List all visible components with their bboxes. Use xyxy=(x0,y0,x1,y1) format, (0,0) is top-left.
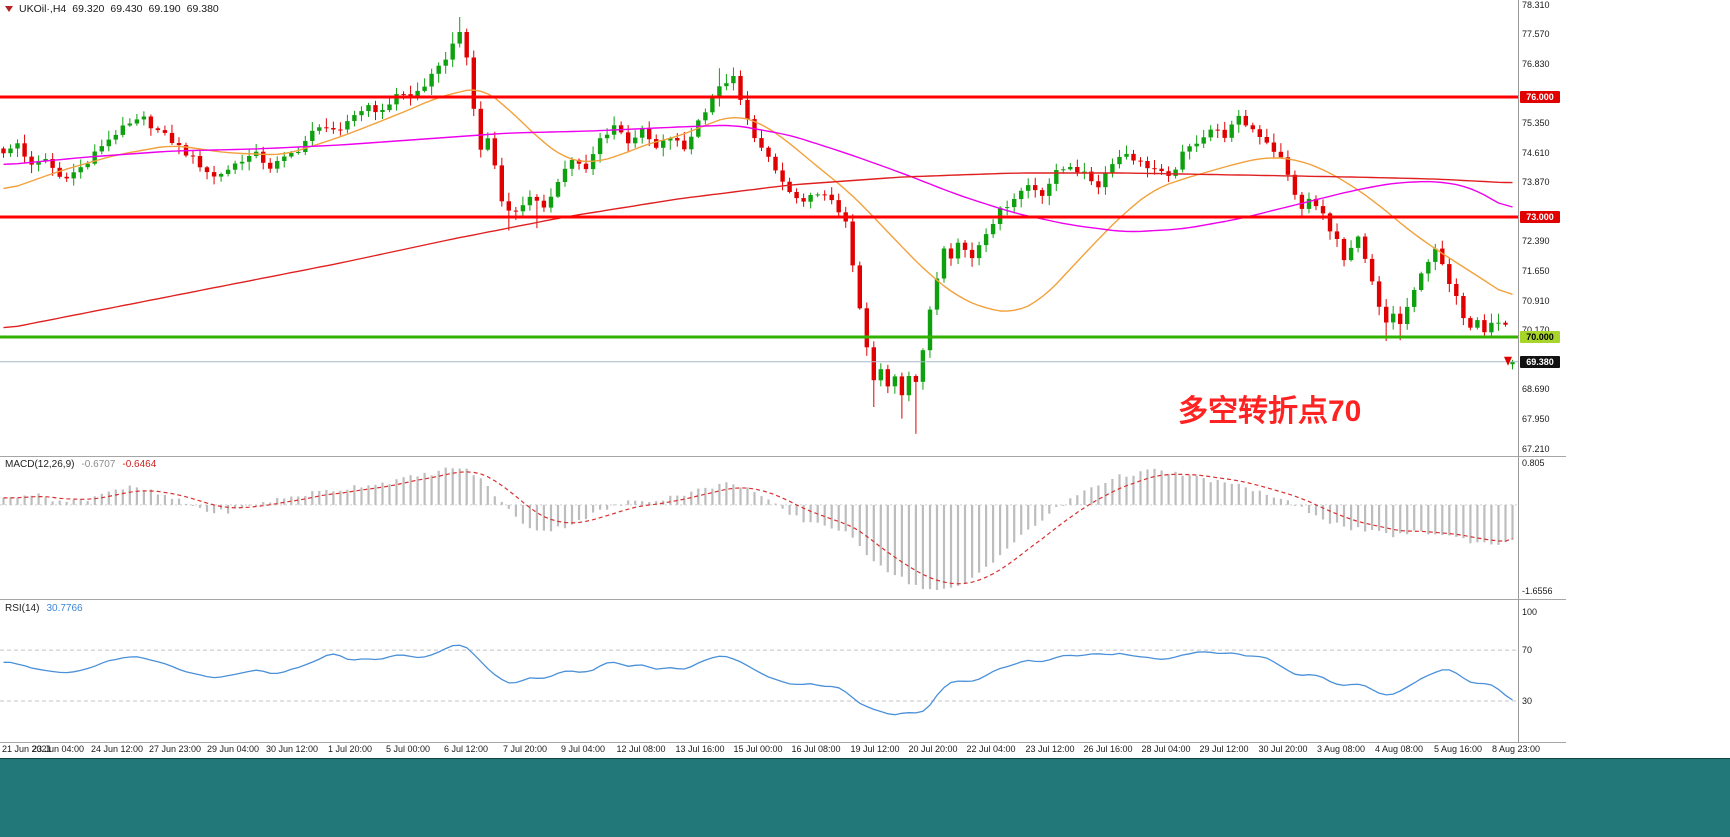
time-axis-label: 20 Jul 20:00 xyxy=(908,744,958,754)
ohlc-high: 69.430 xyxy=(110,3,143,15)
time-axis-label: 19 Jul 12:00 xyxy=(850,744,900,754)
rsi-indicator-label: RSI(14) 30.7766 xyxy=(5,603,83,614)
time-axis-label: 27 Jun 23:00 xyxy=(148,744,202,754)
time-axis-label: 21 Jun 2021 xyxy=(2,744,52,754)
time-axis-label: 5 Jul 00:00 xyxy=(385,744,431,754)
ohlc-open: 69.320 xyxy=(72,3,105,15)
ma-mid-line xyxy=(3,124,1513,233)
macd-histogram xyxy=(0,467,1518,590)
price-axis-label: 72.390 xyxy=(1522,236,1550,247)
rsi-line xyxy=(3,644,1513,716)
time-axis-label: 29 Jun 04:00 xyxy=(206,744,260,754)
time-axis-label: 13 Jul 16:00 xyxy=(675,744,725,754)
price-axis-label: 75.350 xyxy=(1522,118,1550,128)
time-axis-label: 30 Jul 20:00 xyxy=(1258,744,1308,754)
time-axis-label: 23 Jul 12:00 xyxy=(1025,744,1075,754)
chart-title: UKOil·,H4 69.320 69.430 69.190 69.380 xyxy=(5,3,219,15)
ohlc-low: 69.190 xyxy=(148,3,181,15)
ohlc-close: 69.380 xyxy=(186,3,219,15)
price-axis-label: 78.310 xyxy=(1522,0,1550,10)
macd-signal-value: -0.6464 xyxy=(122,459,157,470)
current-price-badge: 69.380 xyxy=(1520,356,1560,368)
time-axis-label: 24 Jun 12:00 xyxy=(90,744,144,754)
price-axis-label: 71.650 xyxy=(1522,266,1550,276)
rsi-axis-label: 100 xyxy=(1522,607,1538,617)
chart-canvas[interactable] xyxy=(0,0,1730,758)
symbol-triangle-icon xyxy=(5,6,13,12)
time-axis[interactable]: 21 Jun 2021 23 Jun 04:00 24 Jun 12:00 27 Ju… xyxy=(0,743,1730,758)
hline-price-badge: 70.000 xyxy=(1520,331,1560,343)
time-axis-label: 5 Aug 16:00 xyxy=(1433,744,1483,754)
price-arrow-icon xyxy=(1504,356,1512,366)
time-axis-label: 6 Jul 12:00 xyxy=(443,744,489,754)
macd-axis-label: 0.805 xyxy=(1522,458,1545,468)
time-axis-label: 26 Jul 16:00 xyxy=(1083,744,1133,754)
rsi-value: 30.7766 xyxy=(46,603,83,614)
symbol-label: UKOil·,H4 xyxy=(19,3,67,15)
price-axis-label: 67.210 xyxy=(1522,443,1550,454)
hline-price-badge: 76.000 xyxy=(1520,91,1560,103)
time-axis-label: 28 Jul 04:00 xyxy=(1141,744,1191,754)
bottom-strip xyxy=(0,758,1730,837)
time-axis-label: 3 Aug 08:00 xyxy=(1316,744,1366,754)
time-axis-label: 16 Jul 08:00 xyxy=(791,744,841,754)
price-axis-label: 70.910 xyxy=(1522,295,1550,306)
macd-value: -0.6707 xyxy=(81,459,116,470)
time-axis-label: 4 Aug 08:00 xyxy=(1374,744,1424,754)
candlestick-series xyxy=(1,17,1515,434)
macd-name: MACD(12,26,9) xyxy=(5,459,75,470)
price-axis-label: 76.830 xyxy=(1522,58,1550,69)
price-axis-label: 73.870 xyxy=(1522,177,1550,188)
time-axis-label: 12 Jul 08:00 xyxy=(616,744,666,754)
time-axis-label: 22 Jul 04:00 xyxy=(966,744,1016,754)
hline-price-badge: 73.000 xyxy=(1520,211,1560,223)
price-axis-label: 68.690 xyxy=(1522,384,1550,395)
price-axis-label: 70.170 xyxy=(1522,325,1550,335)
time-axis-label: 30 Jun 12:00 xyxy=(265,744,319,754)
rsi-name: RSI(14) xyxy=(5,603,40,614)
annotation-text: 多空转折点70 xyxy=(1178,395,1362,428)
time-axis-label: 15 Jul 00:00 xyxy=(733,744,783,754)
macd-signal-line xyxy=(3,471,1513,585)
rsi-axis-label: 70 xyxy=(1522,645,1533,656)
time-axis-label: 8 Aug 23:00 xyxy=(1491,744,1541,754)
time-axis-label: 1 Jul 20:00 xyxy=(327,744,373,754)
rsi-axis-label: 30 xyxy=(1522,695,1533,706)
ma-fast-line xyxy=(3,89,1513,312)
time-axis-label: 29 Jul 12:00 xyxy=(1199,744,1249,754)
macd-axis-label: -1.6556 xyxy=(1522,585,1553,596)
time-axis-label: 9 Jul 04:00 xyxy=(560,744,606,754)
rsi-panel-group xyxy=(0,644,1518,716)
time-axis-label: 23 Jun 04:00 xyxy=(31,744,85,754)
time-axis-label: 7 Jul 20:00 xyxy=(502,744,548,754)
price-axis-label: 67.950 xyxy=(1522,414,1550,424)
price-axis-label: 74.610 xyxy=(1522,147,1550,158)
price-axis-label: 77.570 xyxy=(1522,29,1550,40)
macd-indicator-label: MACD(12,26,9) -0.6707 -0.6464 xyxy=(5,459,156,470)
ma-slow-line xyxy=(3,172,1513,329)
